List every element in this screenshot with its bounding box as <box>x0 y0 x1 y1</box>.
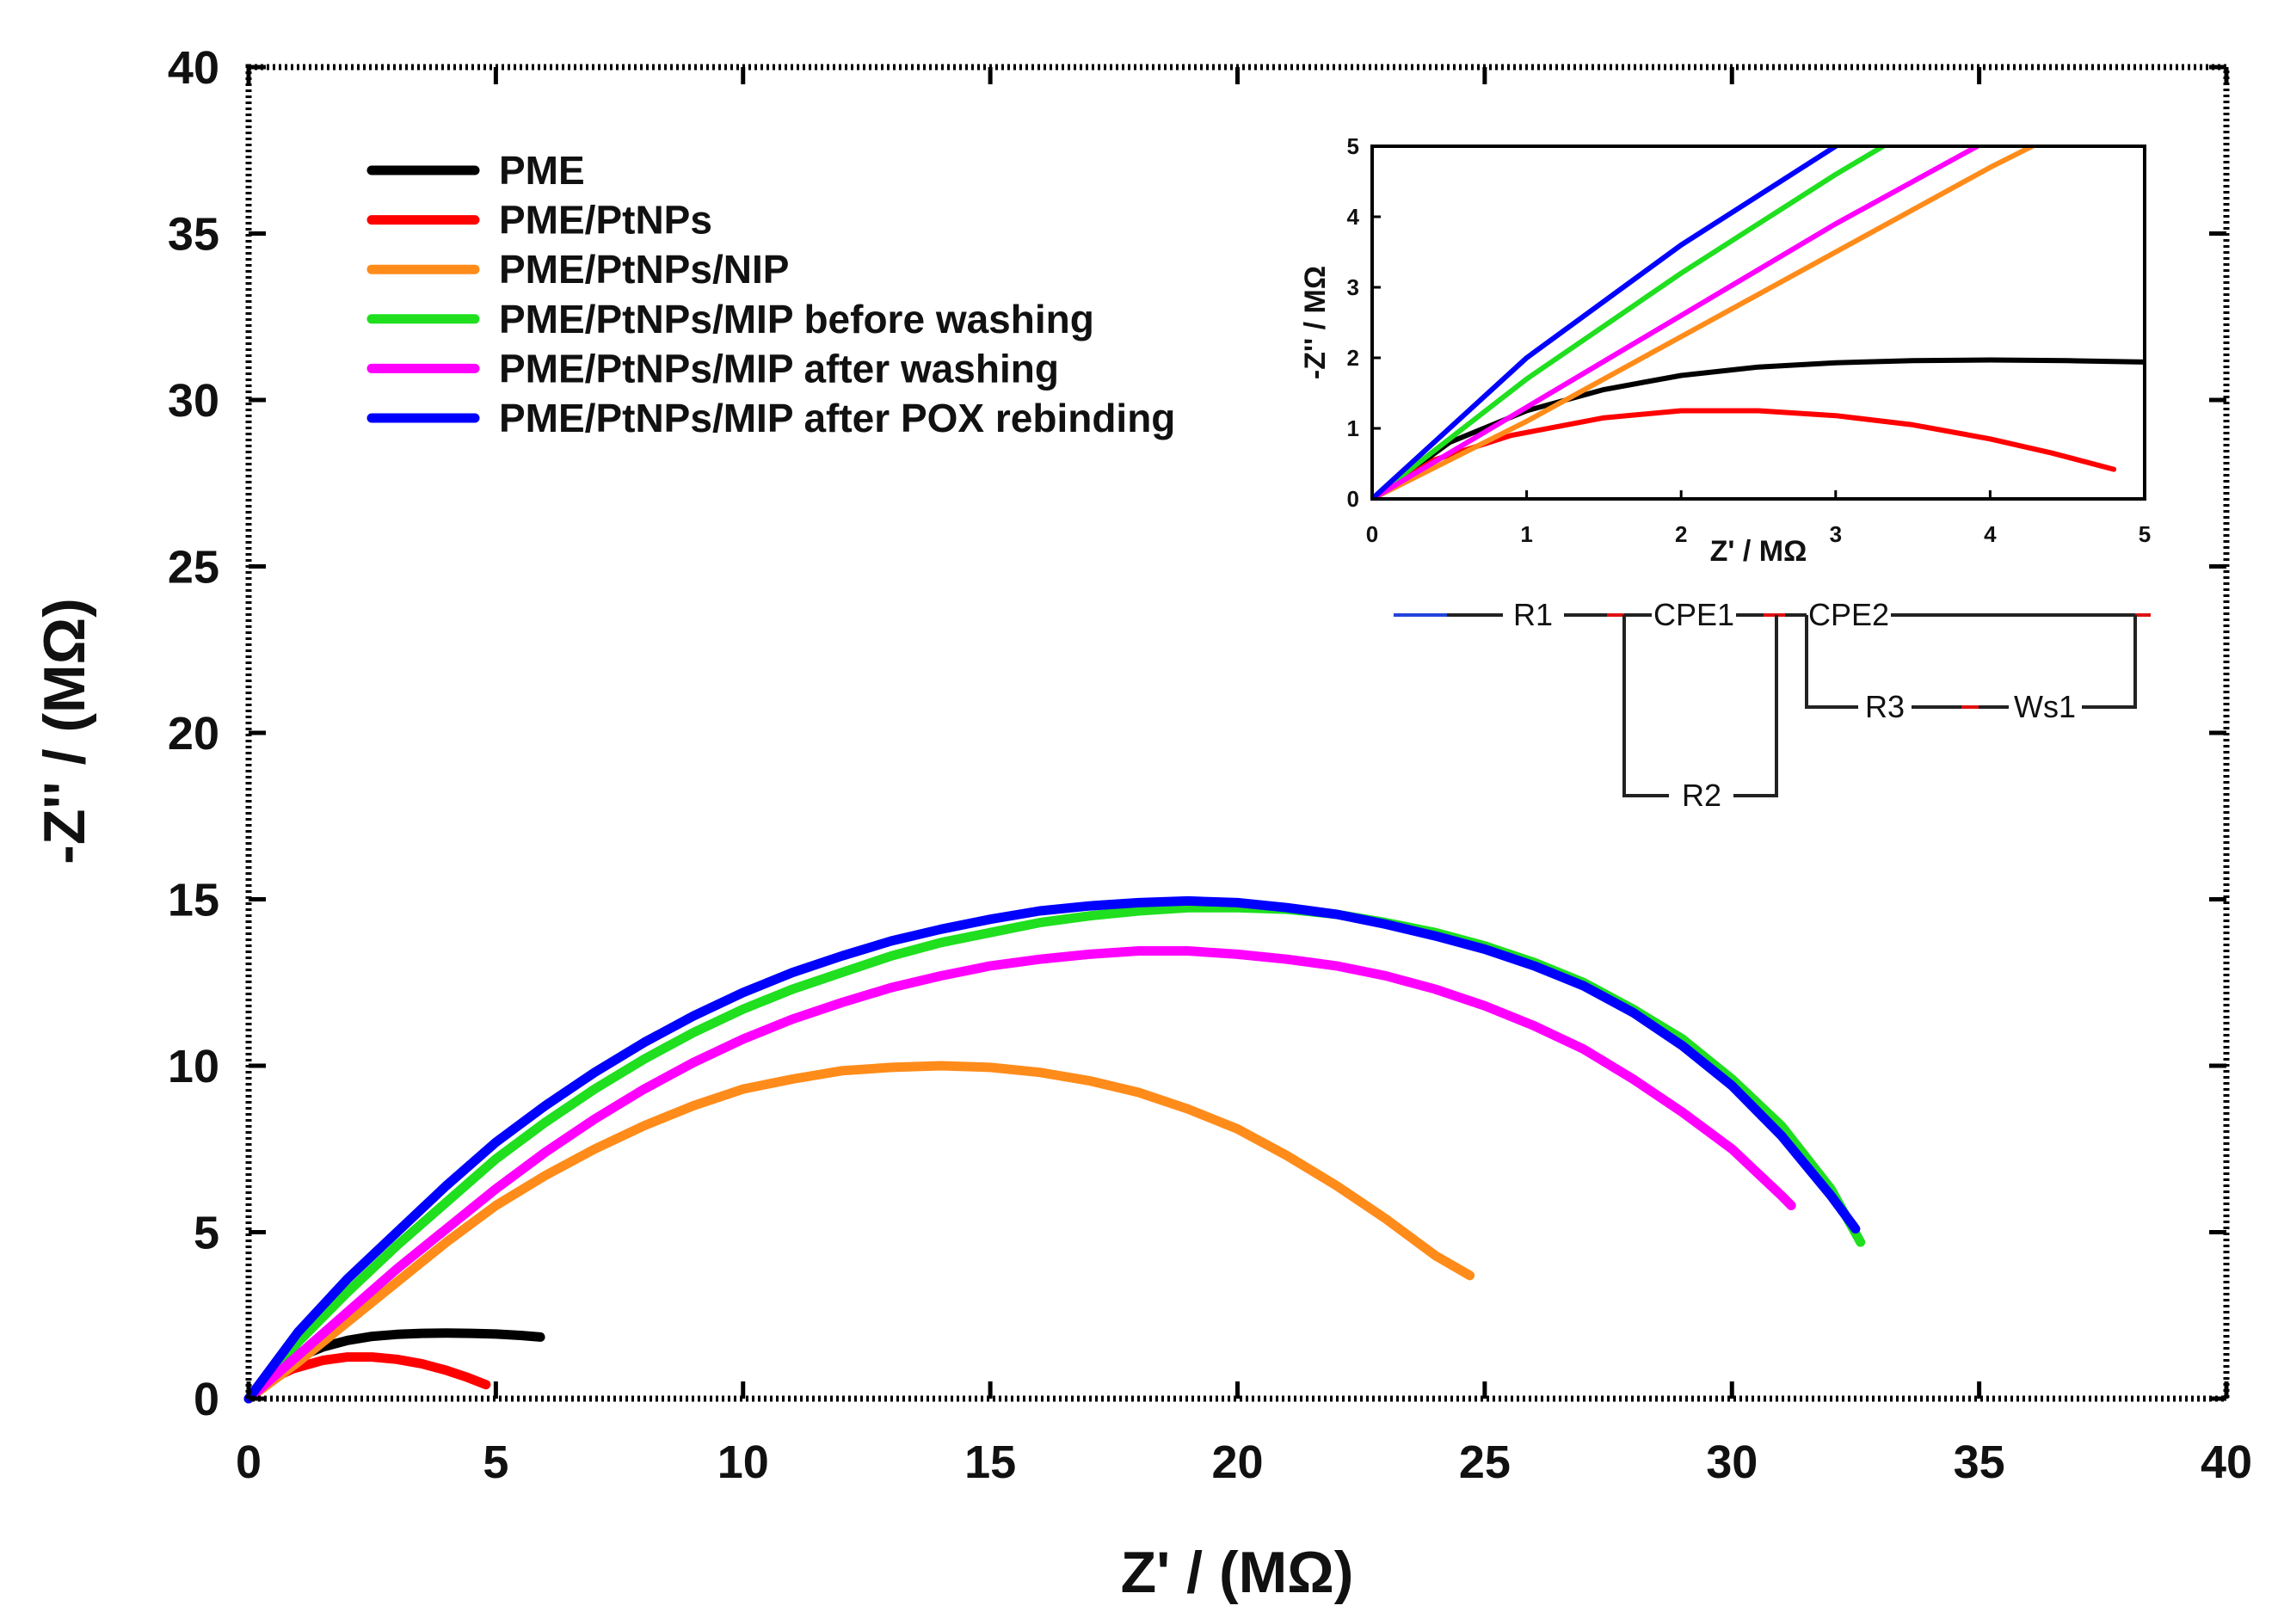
inset-series-line-pme-ptnps-mip-before-washing <box>1372 146 1888 499</box>
circuit-branch-r3 <box>1805 615 1858 709</box>
x-tick-label-30: 30 <box>1706 1436 1758 1488</box>
legend-label-pme-ptnps: PME/PtNPs <box>499 198 712 243</box>
circuit-label-cpe1: CPE1 <box>1653 597 1734 632</box>
series-line-pme-ptnps-nip <box>243 1061 1475 1404</box>
circuit-label-r3: R3 <box>1865 689 1905 724</box>
y-axis-title: -Z'' / (MΩ) <box>32 598 97 864</box>
y-tick-label-30: 30 <box>168 375 219 427</box>
circuit-label-ws1: Ws1 <box>2014 689 2076 724</box>
inset-series-line-pme-ptnps-mip-after-washing <box>1372 146 1983 499</box>
x-tick-label-25: 25 <box>1459 1436 1511 1488</box>
y-tick-label-25: 25 <box>168 542 219 594</box>
circuit-branch-return <box>2082 615 2137 709</box>
inset-ticks-group <box>1370 145 2146 501</box>
inset-x-tick-label-4: 4 <box>1984 521 1997 547</box>
circuit-parallel-r2 <box>1622 615 1669 797</box>
equivalent-circuit: R1 CPE1 R2 CPE2 R3 Ws1 <box>1394 597 2151 813</box>
circuit-parallel-r2-return <box>1733 615 1778 797</box>
main-series-group <box>243 895 1866 1404</box>
x-tick-label-35: 35 <box>1954 1436 2005 1488</box>
x-tick-label-5: 5 <box>483 1436 508 1488</box>
inset-y-tick-label-4: 4 <box>1347 204 1360 230</box>
inset-series-group <box>1372 146 2145 499</box>
inset-x-tick-label-3: 3 <box>1830 521 1842 547</box>
inset-y-tick-label-3: 3 <box>1347 274 1359 300</box>
inset-y-title: -Z'' / MΩ <box>1299 266 1332 379</box>
inset-y-tick-label-1: 1 <box>1347 415 1359 441</box>
inset-x-tick-label-0: 0 <box>1366 521 1378 547</box>
inset-y-tick-label-2: 2 <box>1347 345 1359 371</box>
x-tick-label-15: 15 <box>964 1436 1016 1488</box>
inset-series-line-pme-ptnps-mip-after-pox-rebinding <box>1372 146 1841 499</box>
y-tick-label-0: 0 <box>194 1374 219 1425</box>
inset-series-line-pme-ptnps-nip <box>1372 146 2039 499</box>
series-line-pme-ptnps-mip-after-washing <box>243 946 1796 1404</box>
main-ticks-group <box>246 65 2229 1401</box>
inset-tick-labels-group: 0 1 2 3 4 5 0 1 2 3 4 5 <box>1347 133 2152 547</box>
legend-label-pme: PME <box>499 148 585 193</box>
y-tick-label-35: 35 <box>168 209 219 261</box>
circuit-label-r2: R2 <box>1682 778 1721 813</box>
legend-label-pme-ptnps-mip-after-washing: PME/PtNPs/MIP after washing <box>499 346 1059 391</box>
y-tick-label-20: 20 <box>168 708 219 760</box>
inset-y-tick-label-0: 0 <box>1347 486 1359 512</box>
y-tick-label-15: 15 <box>168 875 219 926</box>
series-line-pme-ptnps-mip-after-pox-rebinding <box>243 895 1861 1404</box>
inset-x-title: Z' / MΩ <box>1710 535 1807 568</box>
x-tick-label-20: 20 <box>1211 1436 1263 1488</box>
circuit-label-r1: R1 <box>1513 597 1553 632</box>
circuit-label-cpe2: CPE2 <box>1808 597 1889 632</box>
inset-chart: 0 1 2 3 4 5 0 1 2 3 4 5 Z' / MΩ -Z'' / MΩ <box>1299 133 2152 568</box>
x-axis-title: Z' / (MΩ) <box>1121 1540 1354 1605</box>
legend-label-pme-ptnps-mip-before-washing: PME/PtNPs/MIP before washing <box>499 297 1094 341</box>
inset-x-tick-label-1: 1 <box>1520 521 1532 547</box>
legend-label-pme-ptnps-nip: PME/PtNPs/NIP <box>499 247 789 292</box>
x-tick-label-40: 40 <box>2201 1436 2252 1488</box>
inset-x-tick-label-2: 2 <box>1675 521 1687 547</box>
x-tick-label-10: 10 <box>717 1436 769 1488</box>
y-tick-label-40: 40 <box>168 42 219 94</box>
y-tick-label-10: 10 <box>168 1041 219 1092</box>
inset-x-tick-label-5: 5 <box>2139 521 2151 547</box>
x-tick-label-0: 0 <box>236 1436 262 1488</box>
legend-label-pme-ptnps-mip-after-pox-rebinding: PME/PtNPs/MIP after POX rebinding <box>499 396 1175 440</box>
inset-frame <box>1370 145 2146 501</box>
y-tick-label-5: 5 <box>194 1208 219 1259</box>
inset-y-tick-label-5: 5 <box>1347 133 1359 159</box>
